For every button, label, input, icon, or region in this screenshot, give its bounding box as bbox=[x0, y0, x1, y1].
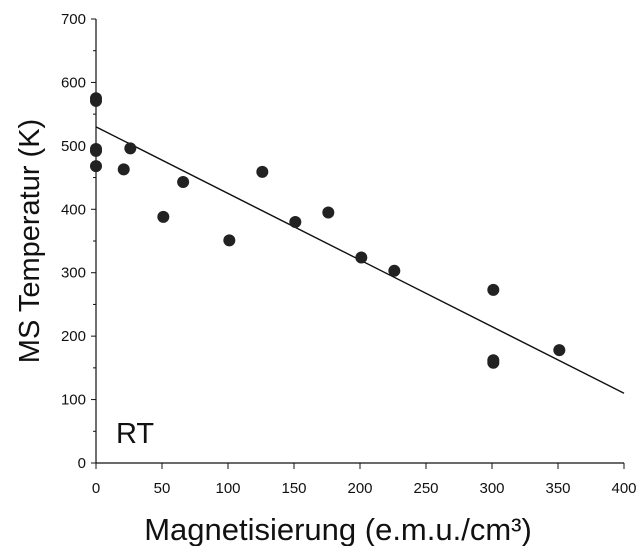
data-point bbox=[90, 94, 102, 107]
y-axis-label: MS Temperatur (K) bbox=[14, 119, 46, 363]
x-axis-label: Magnetisierung (e.m.u./cm³) bbox=[144, 512, 532, 546]
data-point bbox=[90, 160, 102, 173]
y-tick-label: 100 bbox=[61, 392, 86, 409]
y-tick-label: 0 bbox=[78, 455, 86, 472]
y-tick-label: 500 bbox=[61, 138, 86, 155]
x-tick-label: 350 bbox=[545, 480, 570, 497]
data-point bbox=[487, 356, 500, 369]
y-tick-label: 400 bbox=[61, 201, 86, 218]
data-point bbox=[355, 251, 368, 264]
data-point bbox=[157, 210, 170, 223]
x-tick-label: 400 bbox=[611, 480, 636, 497]
data-point bbox=[553, 344, 566, 357]
data-point bbox=[388, 264, 401, 277]
data-point bbox=[289, 215, 302, 228]
x-tick-label: 100 bbox=[215, 480, 240, 497]
rt-annotation: RT bbox=[116, 418, 154, 450]
data-point bbox=[487, 283, 500, 296]
x-tick-label: 150 bbox=[281, 480, 306, 497]
x-tick-label: 200 bbox=[347, 480, 372, 497]
y-tick-label: 600 bbox=[61, 74, 86, 91]
x-tick-label: 50 bbox=[154, 480, 171, 497]
y-tick-label: 300 bbox=[61, 265, 86, 282]
data-point bbox=[117, 163, 130, 176]
data-point bbox=[177, 176, 190, 189]
points-layer bbox=[90, 92, 566, 369]
y-tick-label: 200 bbox=[61, 328, 86, 345]
x-tick-label: 250 bbox=[413, 480, 438, 497]
data-point bbox=[322, 206, 335, 219]
ticks-layer: 0 50 100 150 200 250 300 350 400 0 100 200 300 400 500… bbox=[61, 11, 637, 497]
data-point bbox=[256, 165, 269, 178]
data-point bbox=[223, 234, 236, 247]
data-point bbox=[124, 142, 137, 155]
x-tick-label: 0 bbox=[92, 480, 100, 497]
data-point bbox=[90, 144, 102, 157]
axes-layer bbox=[95, 19, 624, 464]
x-tick-label: 300 bbox=[479, 480, 504, 497]
y-tick-label: 700 bbox=[61, 11, 86, 28]
